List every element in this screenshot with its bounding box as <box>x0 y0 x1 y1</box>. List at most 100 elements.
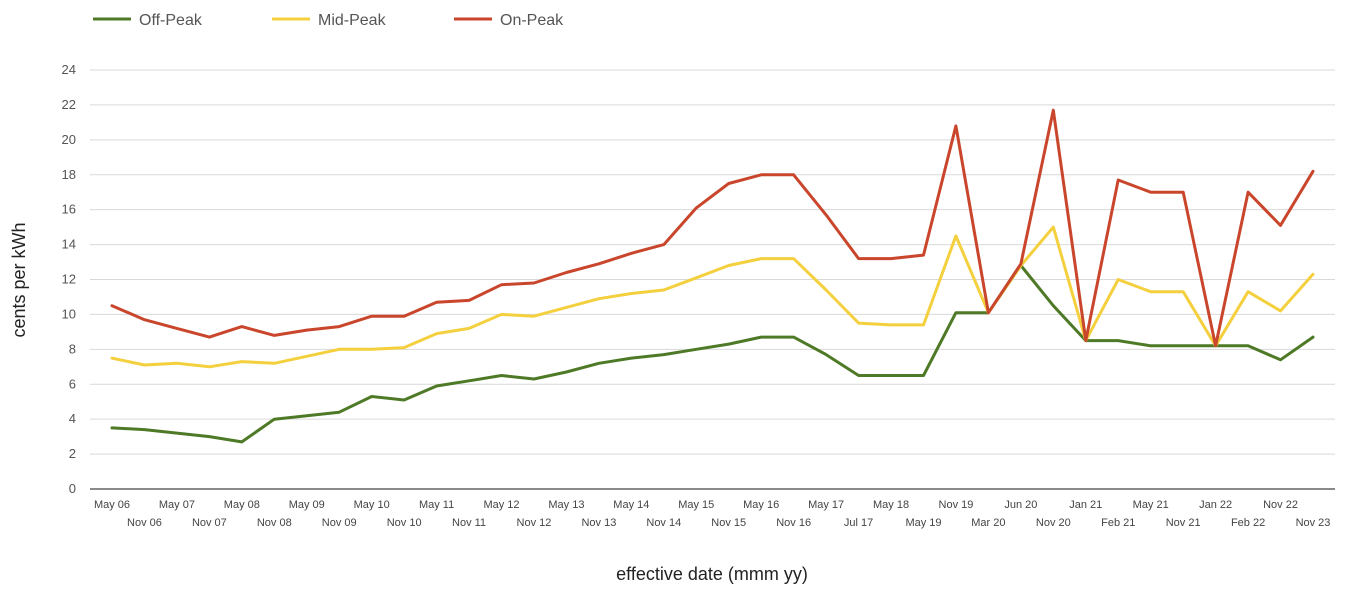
data-point <box>1182 191 1185 194</box>
x-tick-label: Nov 19 <box>939 499 974 511</box>
data-point <box>1214 344 1217 347</box>
x-tick-label: May 12 <box>483 499 519 511</box>
y-tick-label: 6 <box>69 376 76 391</box>
data-point <box>208 365 211 368</box>
data-point <box>1247 191 1250 194</box>
data-point <box>111 426 114 429</box>
data-point <box>1247 344 1250 347</box>
legend-label-mid-peak: Mid-Peak <box>318 12 387 29</box>
data-point <box>305 414 308 417</box>
x-tick-label: Nov 20 <box>1036 517 1071 529</box>
data-point <box>500 313 503 316</box>
data-point <box>305 355 308 358</box>
x-axis-ticks: May 06 Nov 06 May 07 Nov 07 May 08 Nov 08 May … <box>94 499 1330 529</box>
data-point <box>565 271 568 274</box>
data-point <box>1279 358 1282 361</box>
data-point <box>532 378 535 381</box>
data-point <box>857 374 860 377</box>
gridlines <box>90 69 1335 490</box>
data-point <box>1019 262 1022 265</box>
y-tick-label: 16 <box>62 202 76 217</box>
data-point <box>857 257 860 260</box>
data-point <box>208 336 211 339</box>
data-point <box>1084 339 1087 342</box>
legend-label-on-peak: On-Peak <box>500 12 564 29</box>
data-point <box>435 384 438 387</box>
data-point <box>1247 290 1250 293</box>
data-point <box>1279 309 1282 312</box>
data-point <box>890 374 893 377</box>
x-tick-label: Nov 09 <box>322 517 357 529</box>
data-point <box>1117 278 1120 281</box>
data-point <box>630 252 633 255</box>
data-point <box>1182 290 1185 293</box>
y-tick-label: 2 <box>69 446 76 461</box>
x-tick-label: May 19 <box>905 517 941 529</box>
data-point <box>143 318 146 321</box>
data-point <box>1279 224 1282 227</box>
data-point <box>630 292 633 295</box>
x-tick-label: May 08 <box>224 499 260 511</box>
data-point <box>760 336 763 339</box>
x-tick-label: May 11 <box>419 499 454 511</box>
x-tick-label: Nov 23 <box>1296 517 1331 529</box>
data-point <box>1117 178 1120 181</box>
data-point <box>1182 344 1185 347</box>
y-tick-label: 24 <box>62 62 76 77</box>
x-tick-label: Jan 21 <box>1069 499 1102 511</box>
data-point <box>1312 336 1315 339</box>
y-tick-label: 18 <box>62 167 76 182</box>
x-tick-label: Nov 22 <box>1263 499 1298 511</box>
data-point <box>565 371 568 374</box>
data-point <box>662 243 665 246</box>
data-point <box>565 306 568 309</box>
data-point <box>1312 170 1315 173</box>
data-point <box>1312 273 1315 276</box>
data-point <box>111 304 114 307</box>
x-tick-label: May 16 <box>743 499 779 511</box>
x-tick-label: May 10 <box>354 499 390 511</box>
data-point <box>338 411 341 414</box>
data-point <box>435 301 438 304</box>
data-point <box>500 283 503 286</box>
data-point <box>922 323 925 326</box>
data-point <box>695 276 698 279</box>
y-tick-label: 12 <box>62 272 76 287</box>
series-line-off-peak <box>110 264 1315 444</box>
x-tick-label: Nov 07 <box>192 517 227 529</box>
series-line-mid-peak <box>110 225 1315 369</box>
data-point <box>695 206 698 209</box>
data-point <box>403 315 406 318</box>
y-tick-label: 8 <box>69 341 76 356</box>
data-point <box>727 264 730 267</box>
data-point <box>760 173 763 176</box>
data-point <box>825 213 828 216</box>
y-tick-label: 20 <box>62 132 76 147</box>
data-point <box>1149 290 1152 293</box>
data-point <box>240 325 243 328</box>
x-tick-label: Jul 17 <box>844 517 873 529</box>
data-point <box>597 297 600 300</box>
data-point <box>273 334 276 337</box>
x-tick-label: Feb 22 <box>1231 517 1265 529</box>
data-point <box>1052 109 1055 112</box>
data-point <box>468 379 471 382</box>
data-point <box>825 288 828 291</box>
x-tick-label: May 15 <box>678 499 714 511</box>
data-point <box>922 374 925 377</box>
data-point <box>987 311 990 314</box>
legend: Off-Peak Mid-Peak On-Peak <box>93 12 564 29</box>
y-tick-label: 0 <box>69 481 76 496</box>
y-tick-label: 14 <box>62 237 76 252</box>
data-point <box>240 360 243 363</box>
data-point <box>143 428 146 431</box>
data-point <box>662 353 665 356</box>
data-point <box>890 257 893 260</box>
y-axis-label: cents per kWh <box>9 222 29 337</box>
data-point <box>175 432 178 435</box>
data-point <box>857 322 860 325</box>
data-point <box>597 262 600 265</box>
data-point <box>370 348 373 351</box>
